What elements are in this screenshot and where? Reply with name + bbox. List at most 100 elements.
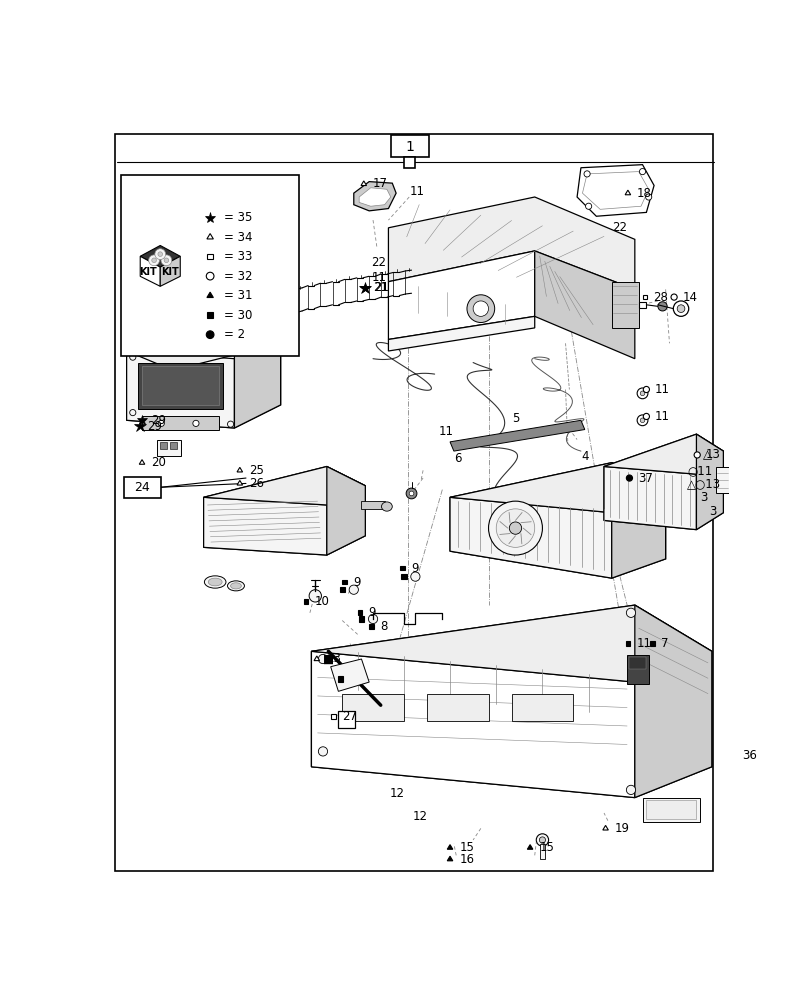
Text: 9: 9 [353, 576, 360, 588]
Text: 16: 16 [459, 853, 474, 866]
Bar [157, 440, 180, 456]
Polygon shape [139, 460, 144, 464]
Bar [341, 580, 346, 584]
Text: 15: 15 [539, 841, 554, 854]
Circle shape [206, 272, 214, 280]
Text: △○13: △○13 [686, 477, 720, 490]
Polygon shape [602, 825, 607, 830]
Text: 11: 11 [371, 271, 386, 284]
Bar [337, 676, 343, 682]
Text: 11: 11 [654, 383, 669, 396]
Ellipse shape [204, 576, 225, 588]
Bar [303, 599, 308, 604]
Polygon shape [330, 659, 369, 691]
Circle shape [227, 321, 234, 327]
Text: 11: 11 [636, 637, 650, 650]
Polygon shape [603, 434, 723, 530]
Polygon shape [611, 463, 665, 578]
Text: 7: 7 [660, 637, 667, 650]
Circle shape [206, 331, 214, 339]
Polygon shape [449, 497, 611, 578]
Polygon shape [207, 292, 213, 298]
Circle shape [642, 386, 649, 393]
Bar [142, 416, 219, 430]
Circle shape [535, 834, 548, 846]
Bar [390, 135, 429, 157]
Bar [121, 175, 299, 356]
Bar [357, 610, 362, 615]
Circle shape [409, 491, 414, 496]
Polygon shape [388, 197, 634, 289]
Polygon shape [577, 165, 654, 216]
Circle shape [672, 301, 688, 316]
Circle shape [642, 413, 649, 420]
Circle shape [318, 747, 327, 756]
Polygon shape [447, 845, 453, 849]
Polygon shape [354, 182, 396, 211]
Text: 37: 37 [637, 472, 652, 485]
Bar [331, 714, 336, 719]
Circle shape [155, 249, 165, 260]
Text: 9: 9 [410, 562, 418, 575]
Circle shape [657, 302, 667, 311]
Bar [361, 501, 384, 509]
Bar [358, 616, 363, 622]
Bar [639, 302, 645, 308]
Text: KIT: KIT [161, 267, 179, 277]
Ellipse shape [227, 581, 244, 591]
Bar [626, 655, 648, 684]
Circle shape [637, 415, 647, 426]
Bar [138, 363, 222, 409]
Polygon shape [311, 651, 634, 798]
Circle shape [508, 522, 521, 534]
Text: = 2: = 2 [224, 328, 245, 341]
Bar [207, 312, 212, 318]
Text: 29: 29 [147, 420, 161, 433]
Circle shape [318, 654, 327, 664]
Circle shape [161, 255, 172, 266]
Circle shape [496, 509, 534, 547]
Text: 21: 21 [372, 281, 388, 294]
Text: 15: 15 [459, 841, 474, 854]
Bar [642, 295, 646, 299]
Text: 11: 11 [654, 410, 669, 423]
Circle shape [309, 590, 321, 602]
Bar [400, 566, 404, 570]
Bar [207, 254, 212, 259]
Circle shape [227, 421, 234, 427]
Bar [650, 641, 654, 646]
Text: 12: 12 [148, 316, 163, 329]
Circle shape [625, 475, 632, 481]
Circle shape [670, 294, 676, 300]
Polygon shape [696, 434, 723, 530]
Circle shape [164, 258, 169, 263]
Text: = 30: = 30 [224, 309, 252, 322]
Circle shape [368, 614, 377, 624]
Bar [511, 694, 573, 721]
Text: 36: 36 [741, 749, 756, 762]
Bar [401, 574, 406, 579]
Text: KIT: KIT [139, 267, 157, 277]
Text: 27: 27 [341, 710, 357, 723]
Polygon shape [449, 463, 665, 513]
Bar [369, 624, 373, 629]
Polygon shape [140, 245, 180, 267]
Circle shape [645, 194, 651, 200]
Polygon shape [603, 434, 723, 474]
Circle shape [148, 255, 159, 266]
Bar [160, 442, 167, 449]
Bar [123, 477, 161, 498]
Polygon shape [311, 605, 711, 682]
Text: 8: 8 [380, 620, 387, 633]
Polygon shape [526, 845, 532, 849]
Bar [169, 442, 178, 449]
Text: 26: 26 [249, 477, 264, 490]
Circle shape [152, 258, 157, 263]
Bar [646, 800, 696, 819]
Polygon shape [624, 190, 630, 195]
Polygon shape [449, 420, 584, 451]
Bar [142, 366, 219, 405]
Text: = 35: = 35 [224, 211, 252, 224]
Text: 10: 10 [314, 595, 329, 608]
Bar [338, 711, 355, 728]
